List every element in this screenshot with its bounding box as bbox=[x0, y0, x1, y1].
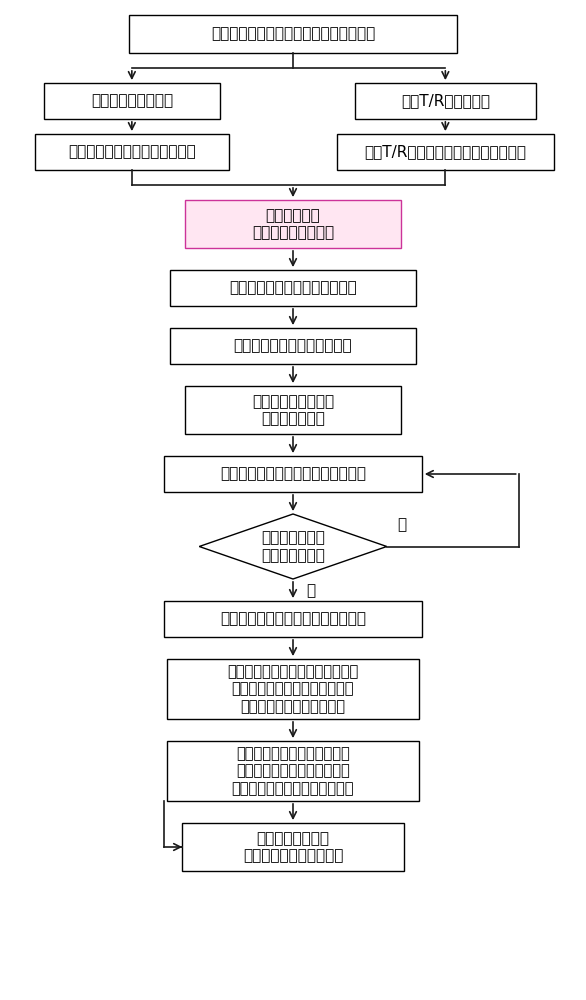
Bar bbox=[337, 134, 554, 170]
Bar bbox=[185, 200, 401, 248]
Bar bbox=[164, 456, 422, 492]
Bar bbox=[164, 601, 422, 637]
Bar bbox=[182, 823, 404, 871]
Text: 补偿结构热变形的
激励电流相位最佳调整量: 补偿结构热变形的 激励电流相位最佳调整量 bbox=[243, 831, 343, 863]
Text: 根据理想主波束指向的单位矢量，
利用阵元空间相位的附加误差，
计算阵元空间相位的调整量: 根据理想主波束指向的单位矢量， 利用阵元空间相位的附加误差， 计算阵元空间相位的… bbox=[227, 664, 359, 714]
Text: 提取阵元几何中心的位置偏移量: 提取阵元几何中心的位置偏移量 bbox=[229, 281, 357, 296]
Bar bbox=[44, 83, 220, 119]
Text: 确定T/R组件热功耗: 确定T/R组件热功耗 bbox=[401, 94, 490, 109]
Text: 计算T/R组件热功耗下天线温度场分布: 计算T/R组件热功耗下天线温度场分布 bbox=[364, 145, 526, 160]
Text: 是: 是 bbox=[397, 517, 406, 532]
Bar bbox=[167, 659, 419, 719]
Bar bbox=[355, 83, 536, 119]
Bar bbox=[170, 270, 416, 306]
Polygon shape bbox=[199, 514, 387, 579]
Bar bbox=[185, 386, 401, 434]
Text: 否: 否 bbox=[306, 584, 315, 599]
Bar bbox=[129, 15, 457, 53]
Text: 确定星载有源相控阵天线结构及电磁参数: 确定星载有源相控阵天线结构及电磁参数 bbox=[211, 26, 375, 41]
Text: 计算阵元空间相位的附加误差: 计算阵元空间相位的附加误差 bbox=[234, 339, 352, 354]
Text: 基于机电耦合模型，计算天线电性能: 基于机电耦合模型，计算天线电性能 bbox=[220, 467, 366, 482]
Text: 根据阵元激励电流初始相位，
利用阵元空间相位的调整量，
计算补偿后阵元激励电流相位值: 根据阵元激励电流初始相位， 利用阵元空间相位的调整量， 计算补偿后阵元激励电流相… bbox=[231, 746, 355, 796]
Bar bbox=[167, 741, 419, 801]
Text: 计算太阳照射下天线温度场分布: 计算太阳照射下天线温度场分布 bbox=[68, 145, 196, 160]
Bar bbox=[170, 328, 416, 364]
Text: 确定阵元激励电流的
幅度和相位分布: 确定阵元激励电流的 幅度和相位分布 bbox=[252, 394, 334, 426]
Bar bbox=[35, 134, 229, 170]
Text: 增益和指向是否
同时满足要求？: 增益和指向是否 同时满足要求？ bbox=[261, 530, 325, 563]
Text: 确定天线环境热载荷: 确定天线环境热载荷 bbox=[91, 94, 173, 109]
Text: 计算天线理想主波束指向的单位矢量: 计算天线理想主波束指向的单位矢量 bbox=[220, 612, 366, 627]
Text: 叠加温度场，
计算天线结构热变形: 叠加温度场， 计算天线结构热变形 bbox=[252, 208, 334, 240]
